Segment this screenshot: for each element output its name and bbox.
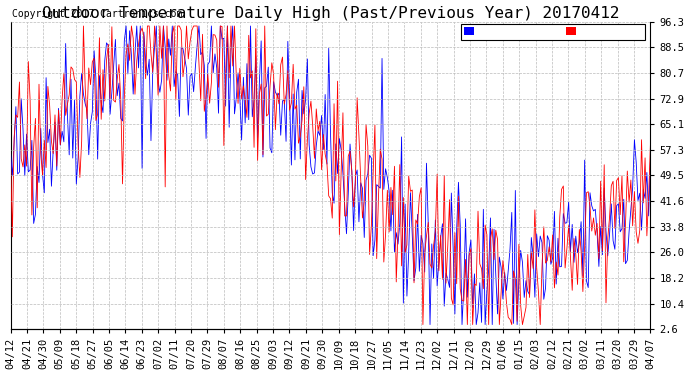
Title: Outdoor Temperature Daily High (Past/Previous Year) 20170412: Outdoor Temperature Daily High (Past/Pre… bbox=[41, 6, 619, 21]
Text: Copyright 2017 Cartronics.com: Copyright 2017 Cartronics.com bbox=[12, 9, 182, 19]
Legend: Previous  (°F), Past  (°F): Previous (°F), Past (°F) bbox=[461, 24, 645, 40]
